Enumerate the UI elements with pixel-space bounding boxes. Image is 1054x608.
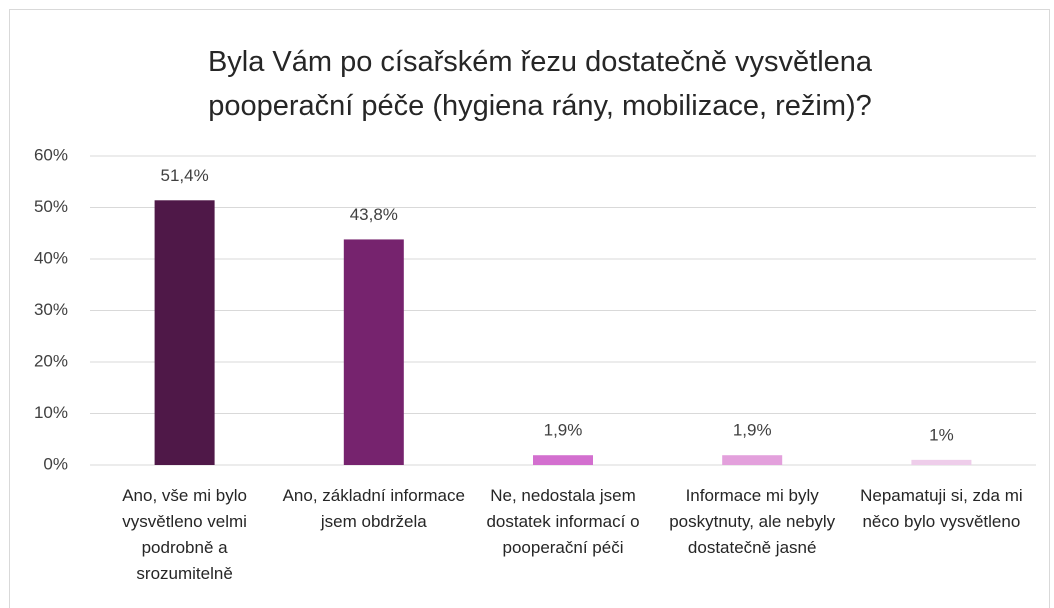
y-tick-label: 0% [43,454,68,473]
y-tick-label: 60% [34,145,68,164]
bar [722,455,783,465]
data-label: 43,8% [350,205,398,224]
bar [343,239,404,465]
data-label: 1% [929,425,954,444]
x-tick-label: Ne, nedostala jsem dostatek informací o … [486,486,640,557]
data-label: 1,9% [544,421,583,440]
bar [533,455,593,465]
y-tick-label: 40% [34,248,68,267]
data-label: 51,4% [160,166,208,185]
x-tick-label: Informace mi byly poskytnuty, ale nebyly… [669,486,836,557]
data-label: 1,9% [733,421,772,440]
bar [911,459,972,465]
y-tick-label: 50% [34,197,68,216]
bar [154,200,215,466]
x-tick-label: Ano, základní informace jsem obdržela [282,486,465,531]
y-tick-label: 30% [34,300,68,319]
y-tick-label: 10% [34,403,68,422]
y-tick-label: 20% [34,351,68,370]
x-tick-label: Ano, vše mi bylo vysvětleno velmi podrob… [122,486,247,583]
chart-title: Byla Vám po císařském řezu dostatečně vy… [207,46,873,122]
chart-border [9,9,1050,608]
x-tick-label: Nepamatuji si, zda mi něco bylo vysvětle… [860,486,1023,531]
